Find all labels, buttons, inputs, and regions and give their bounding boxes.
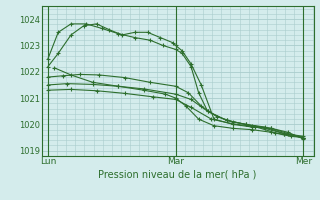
X-axis label: Pression niveau de la mer( hPa ): Pression niveau de la mer( hPa ) bbox=[99, 169, 257, 179]
